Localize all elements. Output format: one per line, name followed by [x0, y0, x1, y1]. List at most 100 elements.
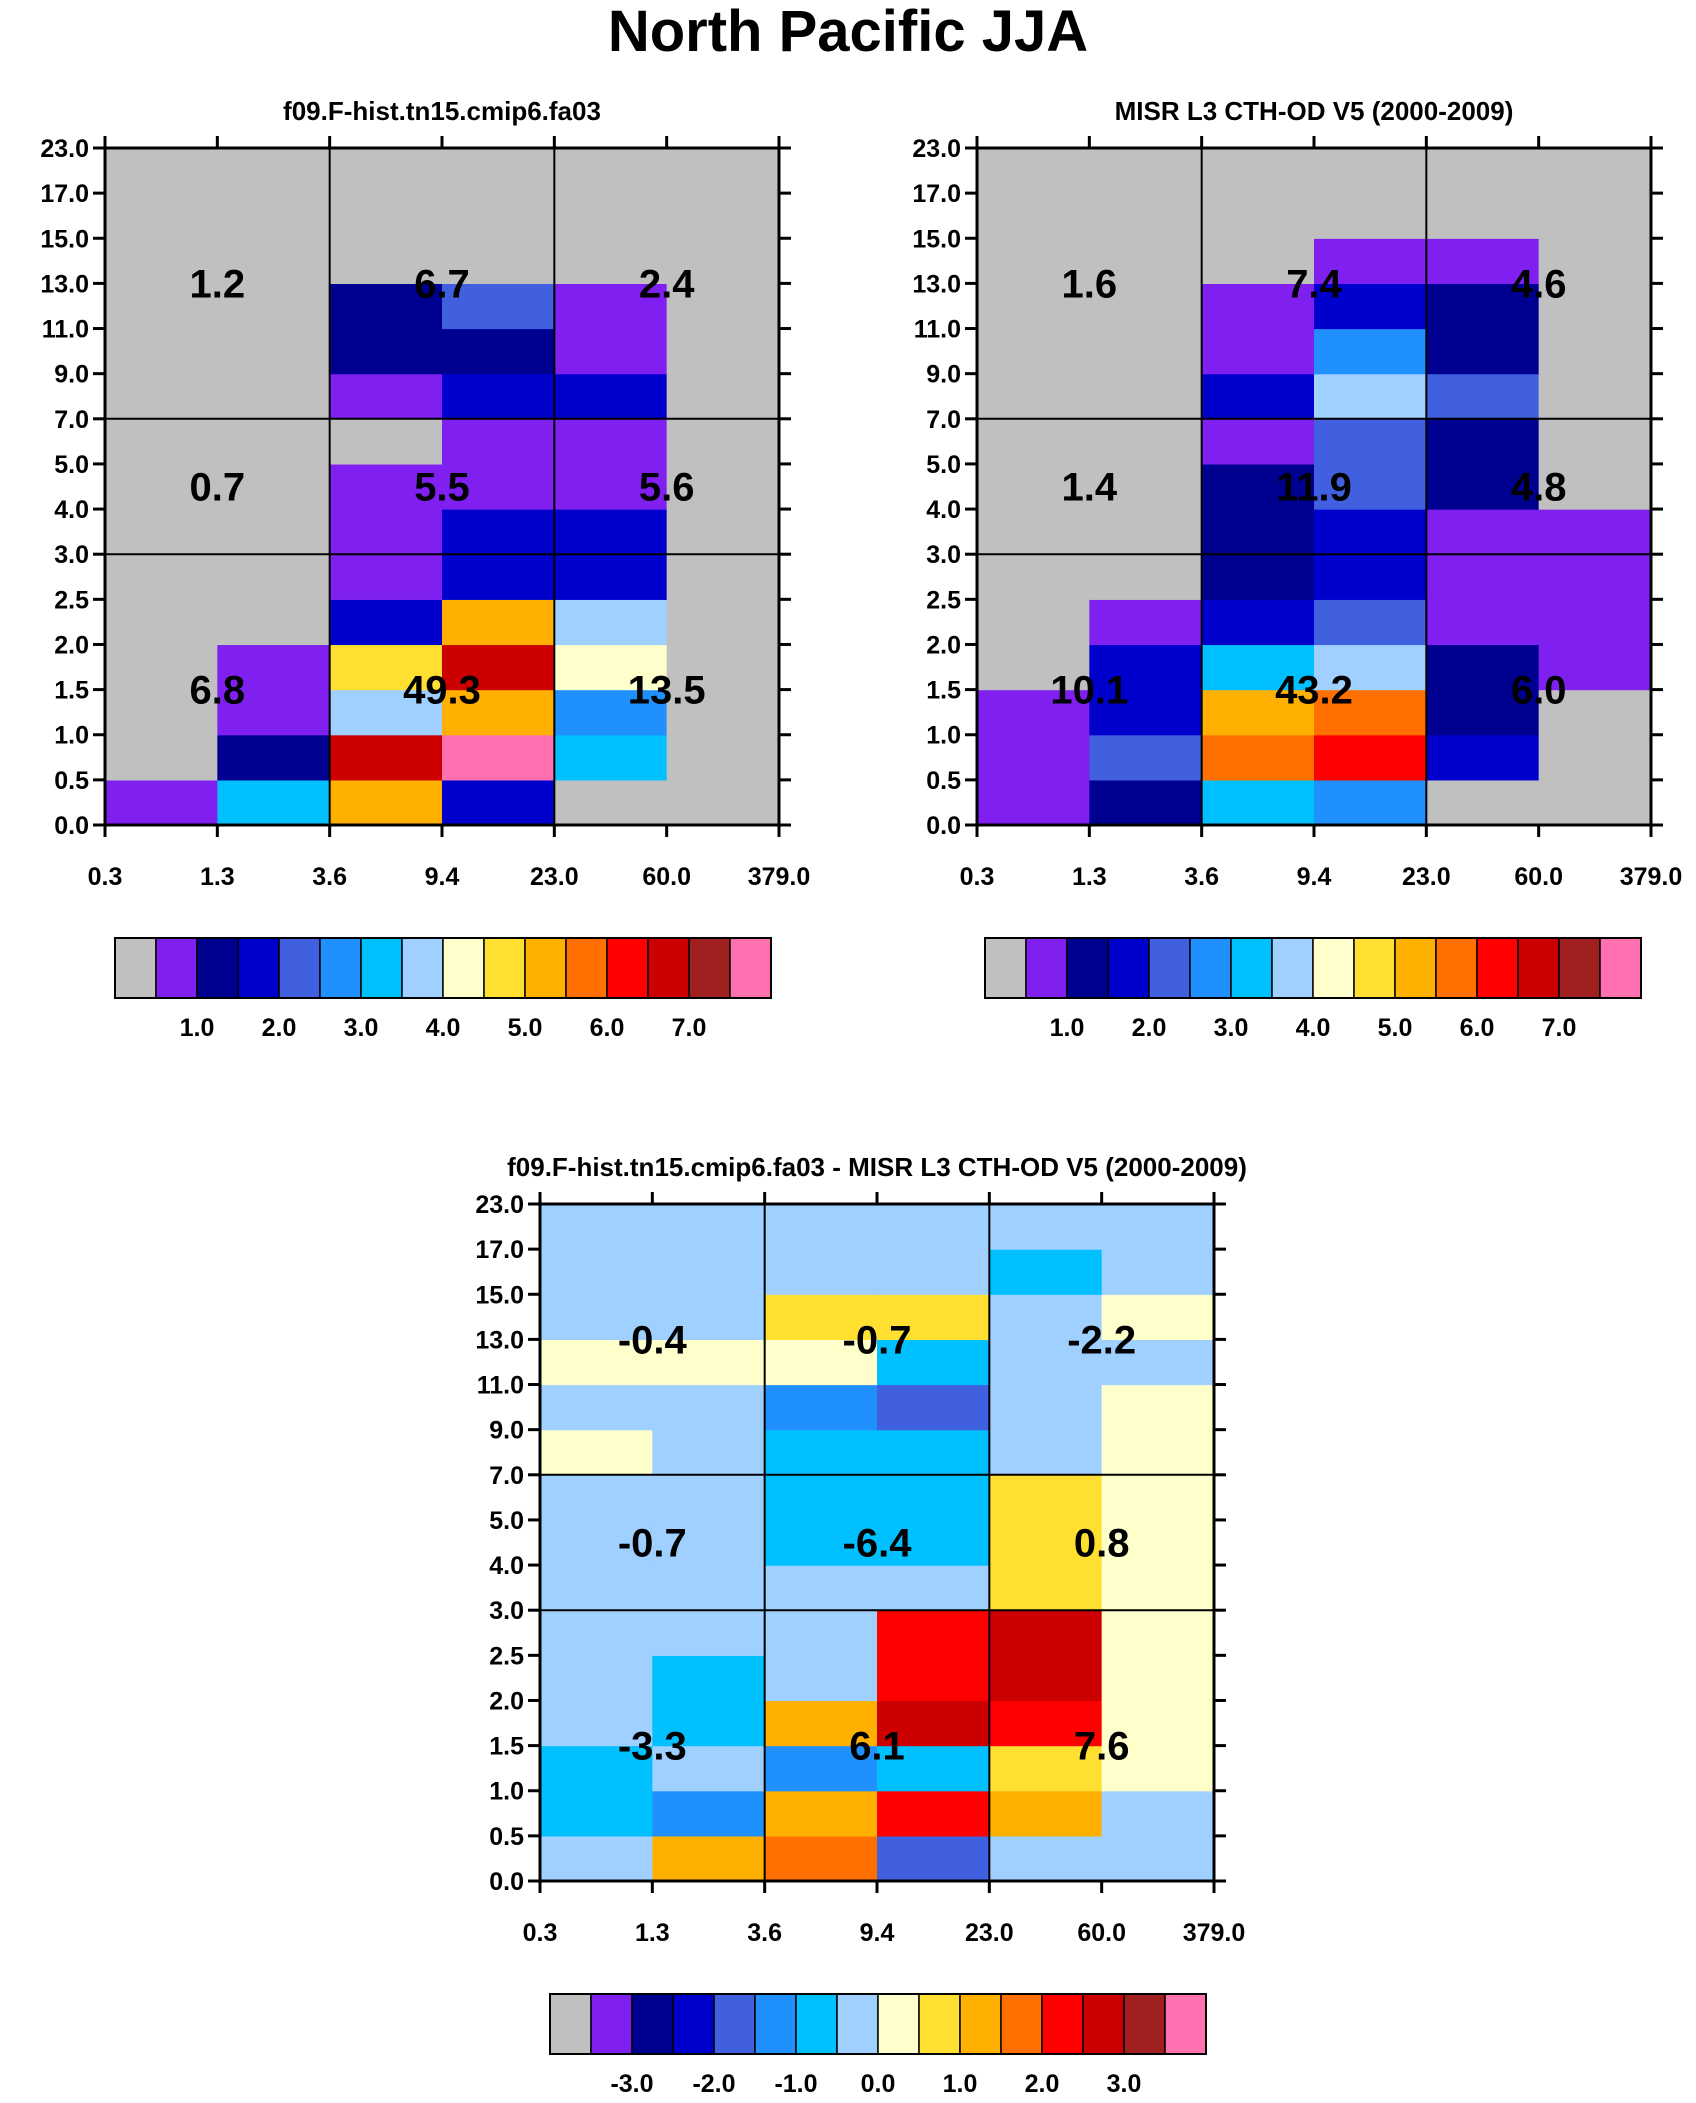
heatmap-cell: [1101, 1700, 1215, 1747]
colorbar-swatch: [1123, 1993, 1166, 2055]
y-tick-label: 4.0: [54, 496, 89, 524]
heatmap-cell: [989, 1565, 1103, 1611]
y-tick-label: 23.0: [475, 1191, 524, 1219]
x-tick-label: 60.0: [1514, 863, 1563, 891]
heatmap-cell: [877, 1790, 990, 1837]
heatmap-cell: [989, 1294, 1103, 1340]
heatmap-cell: [1426, 599, 1540, 646]
heatmap-cell: [1314, 283, 1427, 330]
heatmap-cell: [977, 463, 1090, 510]
heatmap-cells: [540, 1204, 1215, 1882]
heatmap-cell: [1089, 328, 1203, 375]
heatmap-cell: [1314, 779, 1427, 826]
y-tick-label: 5.0: [926, 451, 961, 479]
heatmap-cell: [554, 599, 668, 646]
heatmap-cell: [666, 283, 780, 330]
heatmap-cell: [1314, 373, 1427, 420]
heatmap-cell: [1314, 644, 1427, 691]
x-tick-label: 379.0: [1620, 863, 1683, 891]
x-tick-label: 23.0: [1402, 863, 1451, 891]
heatmap-cell: [977, 238, 1090, 284]
heatmap-cell: [977, 373, 1090, 420]
group-total-label: 1.6: [1062, 262, 1118, 306]
heatmap-cell: [540, 1384, 653, 1431]
colorbar-swatch: [1476, 937, 1519, 999]
heatmap-cell: [329, 509, 443, 555]
x-tick-label: 3.6: [747, 1919, 782, 1947]
heatmap-cell: [442, 328, 555, 375]
heatmap-cell: [540, 1745, 653, 1792]
heatmap-cell: [652, 1565, 766, 1611]
heatmap-cells: [977, 148, 1652, 826]
heatmap-cell: [1201, 734, 1315, 781]
heatmap-cell: [977, 328, 1090, 375]
group-total-label: 13.5: [628, 669, 706, 713]
heatmap-cell: [329, 779, 443, 826]
colorbar-label: 2.0: [1025, 2070, 1060, 2098]
heatmap-cell: [1426, 509, 1540, 555]
group-total-label: 6.8: [190, 669, 246, 713]
heatmap-cell: [1089, 148, 1203, 194]
heatmap-cell: [105, 418, 218, 465]
heatmap-cell: [1089, 193, 1203, 239]
y-tick-label: 9.0: [489, 1417, 524, 1445]
heatmap-cell: [764, 1384, 878, 1431]
heatmap-cell: [1101, 1655, 1215, 1702]
heatmap-cell: [666, 689, 780, 736]
colorbar-label: 3.0: [1214, 1014, 1249, 1042]
heatmap-cell: [989, 1655, 1103, 1702]
colorbar-label: 0.0: [861, 2070, 896, 2098]
heatmap-cell: [1201, 193, 1315, 239]
colorbar-swatch: [754, 1993, 797, 2055]
heatmap-cell: [1089, 689, 1203, 736]
heatmap-cell: [217, 734, 331, 781]
x-tick-label: 9.4: [860, 1919, 895, 1947]
heatmap-cell: [540, 1474, 653, 1521]
heatmap-cell: [329, 599, 443, 646]
group-total-label: 5.5: [414, 466, 470, 510]
heatmap-cell: [977, 779, 1090, 826]
group-total-label: 4.8: [1511, 466, 1567, 510]
heatmap-cell: [105, 373, 218, 420]
colorbar-swatch: [237, 937, 280, 999]
colorbar-swatch: [278, 937, 321, 999]
colorbar-swatch: [549, 1993, 592, 2055]
heatmap-cell: [877, 1700, 990, 1747]
figure-title: North Pacific JJA: [607, 0, 1089, 64]
group-total-label: 4.6: [1511, 262, 1567, 306]
heatmap-cell: [1201, 148, 1315, 194]
heatmap-cell: [977, 599, 1090, 646]
y-tick-label: 0.0: [54, 812, 89, 840]
panel-obs: MISR L3 CTH-OD V5 (2000-2009) 0.3 1.3 3.6 9.…: [912, 96, 1682, 1042]
colorbar-swatch: [590, 1993, 633, 2055]
heatmap-cell: [764, 1745, 878, 1792]
y-tick-label: 13.0: [912, 270, 961, 298]
heatmap-cell: [1538, 283, 1652, 330]
heatmap-cell: [217, 418, 331, 465]
heatmap-cell: [1089, 554, 1203, 600]
y-tick-label: 1.5: [54, 677, 89, 705]
heatmap-cell: [554, 148, 668, 194]
heatmap-cells: [105, 148, 780, 826]
heatmap-cell: [217, 373, 331, 420]
y-tick-label: 1.0: [489, 1778, 524, 1806]
colorbar-swatch: [918, 1993, 961, 2055]
heatmap-cell: [442, 644, 555, 691]
heatmap-cell: [652, 1249, 766, 1295]
heatmap-cell: [1101, 1519, 1215, 1566]
group-total-label: -6.4: [843, 1522, 913, 1566]
heatmap-cell: [217, 463, 331, 510]
heatmap-cell: [989, 1204, 1103, 1250]
colorbar-label: 2.0: [1132, 1014, 1167, 1042]
y-tick-label: 5.0: [54, 451, 89, 479]
y-tick-label: 2.0: [489, 1687, 524, 1715]
heatmap-cell: [1101, 1790, 1215, 1837]
y-tick-label: 7.0: [489, 1462, 524, 1490]
heatmap-cell: [540, 1339, 653, 1386]
y-tick-label: 9.0: [54, 361, 89, 389]
heatmap-cell: [1314, 734, 1427, 781]
y-tick-label: 13.0: [475, 1326, 524, 1354]
heatmap-cell: [977, 644, 1090, 691]
heatmap-cell: [1089, 463, 1203, 510]
heatmap-cell: [666, 418, 780, 465]
